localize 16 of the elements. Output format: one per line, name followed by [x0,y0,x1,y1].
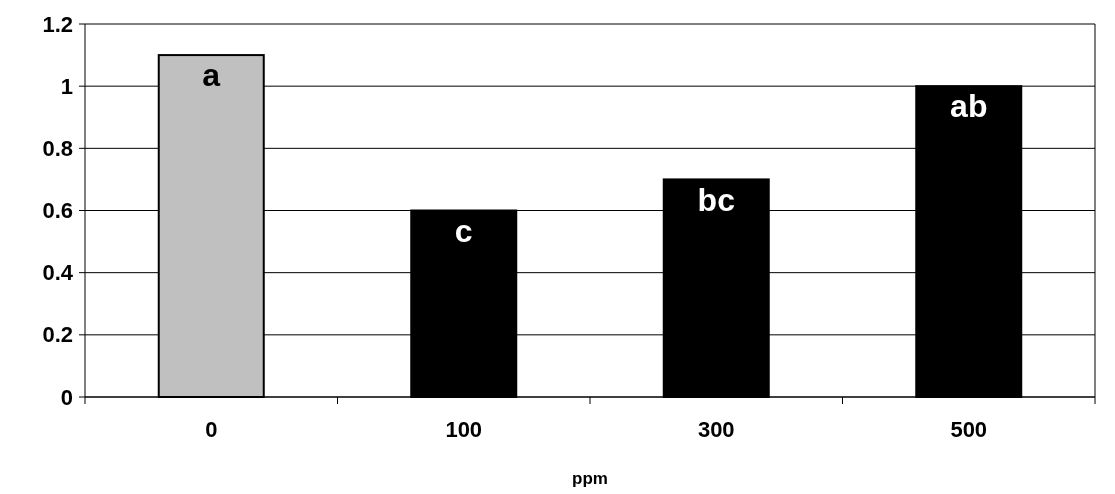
x-tick-label: 300 [697,417,735,442]
annotation: bc [697,181,735,218]
annotation: ab [950,88,988,125]
x-tick-label: 500 [950,417,988,442]
y-tick-label: 0.8 [42,135,73,161]
x-tick-label: 100 [445,417,483,442]
y-tick-label: 1 [60,73,73,99]
y-tick-label: 0.4 [42,260,74,286]
x-tick-label: 0 [205,417,218,442]
y-tick-label: 0 [60,384,73,410]
x-axis-title: ppm [572,469,608,488]
annotation: c [454,212,473,249]
annotation: a [202,57,221,94]
y-tick-label: 0.2 [42,322,73,348]
y-tick-label: 1.2 [42,11,73,37]
y-tick-label: 0.6 [42,198,73,223]
